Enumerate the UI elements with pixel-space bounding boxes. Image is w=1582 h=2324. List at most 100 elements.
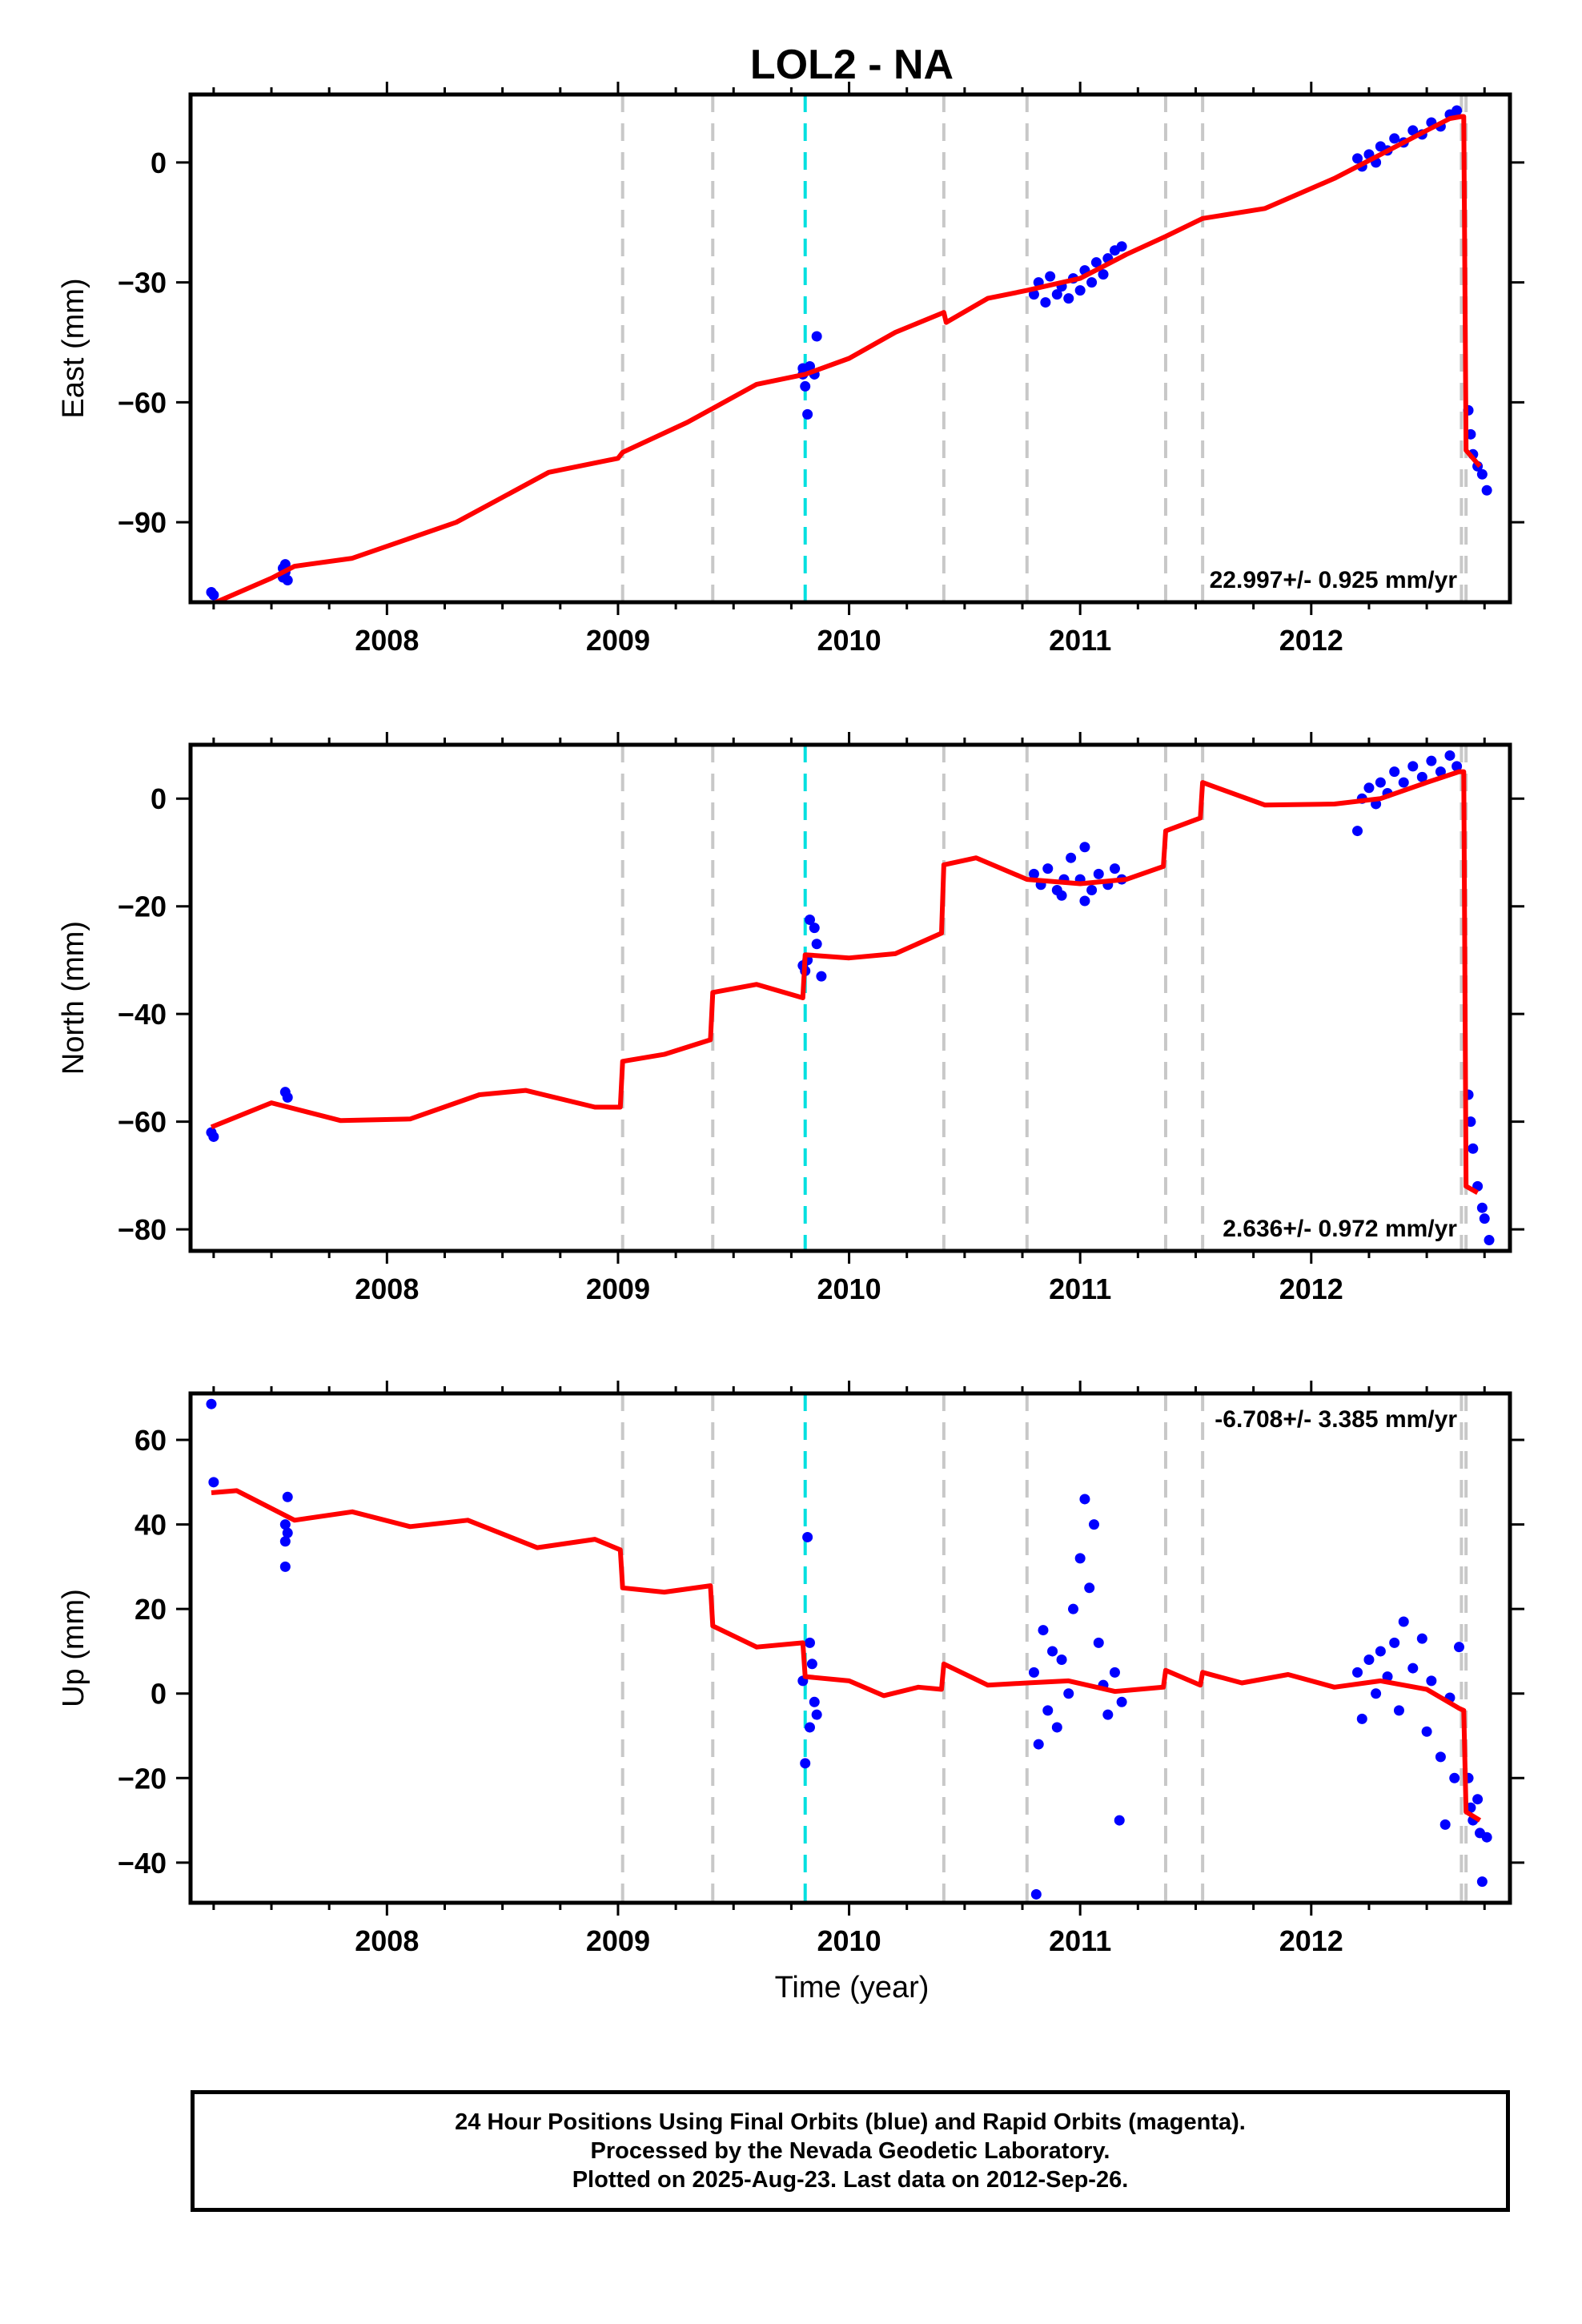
y-tick-label-up-2: 20 <box>135 1593 167 1626</box>
data-point-up-31 <box>1109 1667 1120 1678</box>
plot-frame-north <box>188 742 1512 1253</box>
panel-up: 2008 2009 2010 2011 2012 60 40 20 0 −20 −40 Up (mm)… <box>57 1381 1524 1957</box>
data-point-east-5 <box>282 575 293 586</box>
rate-label-east: 22.997+/- 0.925 mm/yr <box>1210 567 1458 593</box>
data-point-up-36 <box>1356 1713 1367 1724</box>
data-point-east-1 <box>208 589 219 601</box>
y-tick-label-up-0: 60 <box>135 1424 167 1457</box>
data-point-up-22 <box>1063 1688 1074 1699</box>
data-point-up-16 <box>1033 1739 1044 1750</box>
x-tick-label-east-2: 2010 <box>817 624 881 657</box>
data-point-east-16 <box>1040 297 1051 308</box>
data-point-up-35 <box>1352 1667 1363 1678</box>
data-point-up-58 <box>1476 1876 1488 1888</box>
data-point-east-30 <box>1352 153 1363 164</box>
x-tick-label-up-3: 2011 <box>1049 1924 1111 1957</box>
data-point-up-15 <box>1028 1667 1039 1678</box>
x-tick-label-east-0: 2008 <box>355 624 419 657</box>
data-point-up-47 <box>1426 1675 1437 1687</box>
data-point-north-18 <box>1079 842 1090 853</box>
data-point-east-6 <box>279 559 291 570</box>
data-point-up-25 <box>1079 1494 1090 1505</box>
data-point-north-42 <box>1468 1143 1479 1154</box>
data-point-north-3 <box>282 1092 293 1103</box>
data-point-east-24 <box>1086 277 1098 288</box>
y-axis-label-north: North (mm) <box>57 921 90 1075</box>
x-tick-label-north-3: 2011 <box>1049 1273 1111 1305</box>
data-point-north-34 <box>1407 761 1419 772</box>
data-point-north-30 <box>1375 777 1386 788</box>
data-point-north-36 <box>1426 755 1437 766</box>
data-point-up-6 <box>279 1561 291 1572</box>
data-point-north-11 <box>1028 868 1039 879</box>
data-point-north-19 <box>1086 885 1098 896</box>
data-point-up-8 <box>800 1758 811 1769</box>
data-point-up-51 <box>1449 1772 1460 1783</box>
data-point-up-42 <box>1393 1705 1404 1716</box>
data-point-north-13 <box>1042 863 1054 875</box>
data-point-east-48 <box>1476 468 1488 480</box>
x-tick-label-east-3: 2011 <box>1049 624 1111 657</box>
data-point-north-24 <box>1079 895 1090 907</box>
data-point-east-38 <box>1407 125 1419 136</box>
data-point-up-5 <box>282 1491 293 1502</box>
panels: 2008 2009 2010 2011 2012 0 −30 −60 −90 East (mm) 2… <box>57 82 1524 1957</box>
x-tick-label-up-2: 2010 <box>817 1924 881 1957</box>
data-point-up-26 <box>1084 1582 1095 1594</box>
data-point-up-52 <box>1454 1642 1465 1653</box>
y-tick-label-east-2: −60 <box>118 386 167 419</box>
data-point-east-25 <box>1090 257 1102 268</box>
data-point-up-21 <box>1056 1655 1067 1666</box>
data-point-up-33 <box>1116 1696 1127 1707</box>
rate-label-north: 2.636+/- 0.972 mm/yr <box>1223 1216 1457 1242</box>
data-point-north-38 <box>1444 750 1456 761</box>
data-point-north-37 <box>1435 766 1446 778</box>
data-point-north-25 <box>1056 890 1067 901</box>
data-point-up-10 <box>804 1637 815 1648</box>
data-point-north-20 <box>1093 868 1104 879</box>
caption-line-1: 24 Hour Positions Using Final Orbits (bl… <box>455 2109 1246 2135</box>
data-point-north-8 <box>809 923 820 934</box>
rate-label-up: -6.708+/- 3.385 mm/yr <box>1215 1406 1457 1433</box>
x-tick-label-east-4: 2012 <box>1279 624 1343 657</box>
y-tick-label-north-0: 0 <box>151 782 167 815</box>
data-point-up-11 <box>806 1659 817 1670</box>
data-point-up-18 <box>1042 1705 1054 1716</box>
data-point-up-13 <box>811 1709 822 1720</box>
x-axis-label: Time (year) <box>775 1971 930 2004</box>
data-point-north-16 <box>1066 852 1077 863</box>
data-point-up-24 <box>1074 1553 1086 1564</box>
figure-title: LOL2 - NA <box>750 42 954 88</box>
data-point-north-46 <box>1484 1235 1495 1246</box>
y-tick-label-north-4: −80 <box>118 1213 167 1246</box>
data-point-up-44 <box>1407 1663 1419 1674</box>
data-point-north-9 <box>811 939 822 950</box>
data-point-east-22 <box>1074 285 1086 296</box>
data-point-north-7 <box>804 915 815 926</box>
data-point-north-26 <box>1352 826 1363 837</box>
data-point-up-19 <box>1047 1646 1058 1657</box>
data-point-north-44 <box>1476 1202 1488 1213</box>
data-point-north-1 <box>208 1131 219 1142</box>
model-line-north <box>210 769 1480 1196</box>
data-point-up-12 <box>809 1696 820 1707</box>
data-point-north-22 <box>1109 863 1120 875</box>
data-point-up-32 <box>1114 1815 1125 1826</box>
x-tick-label-up-0: 2008 <box>355 1924 419 1957</box>
data-point-east-10 <box>804 360 815 372</box>
data-point-north-35 <box>1416 771 1427 782</box>
data-point-east-20 <box>1063 293 1074 304</box>
data-point-east-29 <box>1116 241 1127 252</box>
data-point-up-4 <box>279 1519 291 1530</box>
data-point-east-9 <box>802 408 813 420</box>
y-tick-label-north-1: −20 <box>118 891 167 923</box>
y-axis-label-up: Up (mm) <box>57 1589 90 1707</box>
data-point-east-36 <box>1389 133 1400 144</box>
x-tick-label-up-1: 2009 <box>586 1924 650 1957</box>
data-point-up-43 <box>1398 1616 1409 1627</box>
data-point-up-1 <box>208 1477 219 1488</box>
plot-frame-up <box>188 1391 1512 1905</box>
x-tick-label-up-4: 2012 <box>1279 1924 1343 1957</box>
data-point-up-3 <box>282 1527 293 1538</box>
